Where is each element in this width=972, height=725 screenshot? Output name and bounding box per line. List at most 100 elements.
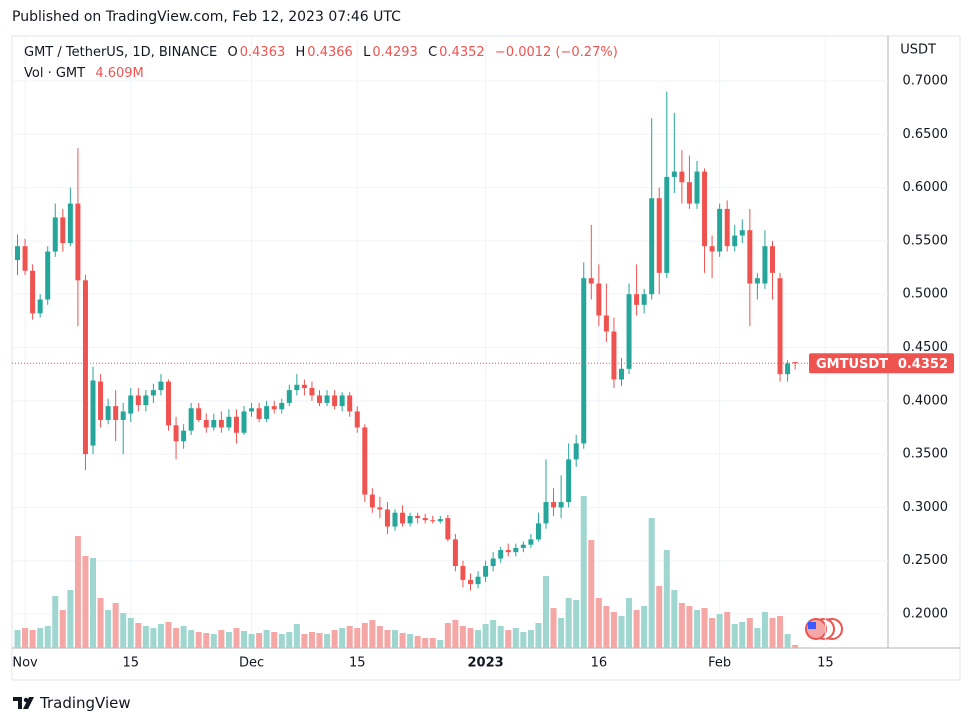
candle-body [45, 251, 51, 300]
volume-bar [656, 586, 663, 648]
volume-bar [520, 632, 527, 648]
candle-body [52, 217, 58, 252]
volume-bar [558, 618, 565, 648]
volume-bar [512, 628, 519, 648]
volume-bar [452, 620, 459, 648]
volume-bar [354, 628, 361, 648]
candle-body [98, 381, 104, 420]
volume-bar [44, 626, 51, 648]
candle-body [362, 427, 368, 495]
y-tick-label: 0.6000 [903, 180, 949, 195]
volume-bar [142, 626, 149, 648]
candle-body [558, 502, 564, 508]
volume-bar [384, 630, 391, 648]
candle-body [301, 384, 307, 388]
volume-bar [407, 634, 414, 648]
y-tick-label: 0.2000 [903, 606, 949, 621]
volume-bar [422, 638, 429, 648]
candle-body [211, 419, 217, 428]
volume-bar [754, 628, 761, 648]
volume-bar [180, 626, 187, 648]
volume-bar [278, 634, 285, 648]
candle-body [603, 315, 609, 332]
candle-body [452, 539, 458, 567]
volume-bar [429, 638, 436, 648]
candle-body [309, 387, 315, 396]
volume-bar [482, 624, 489, 648]
x-tick-label: 2023 [468, 656, 504, 671]
volume-bar [663, 550, 670, 648]
candle-body [475, 576, 481, 585]
volume-bar [256, 633, 263, 648]
volume-bar [693, 610, 700, 648]
volume-bar [739, 622, 746, 648]
volume-bar [112, 603, 119, 648]
candle-body [82, 280, 88, 455]
y-tick-label: 0.5500 [903, 233, 949, 248]
volume-bar [14, 630, 21, 648]
volume-bar [188, 630, 195, 648]
y-tick-label: 0.6500 [903, 127, 949, 142]
symbol: GMT / TetherUS, 1D, BINANCE [24, 45, 218, 60]
candle-body [618, 368, 624, 380]
candle-body [15, 246, 21, 261]
candle-body [105, 406, 111, 420]
volume-bar [324, 634, 331, 648]
candle-body [430, 520, 436, 522]
candle-body [120, 411, 126, 420]
volume-bar [497, 626, 504, 648]
volume-bar [308, 632, 315, 648]
change: −0.0012 (−0.27%) [494, 45, 618, 60]
candle-body [90, 380, 96, 446]
candle-body [377, 507, 383, 510]
candle-body [671, 171, 677, 177]
volume-bar [157, 624, 164, 648]
candle-body [249, 408, 255, 412]
candle-body [709, 246, 715, 252]
volume-bar [792, 644, 799, 648]
x-tick-label: 16 [591, 656, 608, 671]
volume-bar [135, 623, 142, 648]
volume-bar [701, 608, 708, 648]
volume-bar [263, 630, 270, 648]
candle-body [150, 390, 156, 396]
volume-bar [565, 598, 572, 648]
candle-body [128, 395, 134, 414]
x-tick-label: 15 [122, 656, 139, 671]
candle-body [22, 246, 28, 271]
candle-body [279, 402, 285, 410]
candle-body [181, 430, 187, 442]
candle-body [505, 550, 511, 553]
volume-bar [195, 632, 202, 648]
candle-body [573, 443, 579, 460]
candle-body [513, 547, 519, 553]
candle-body [30, 270, 36, 314]
volume-bar [74, 536, 81, 648]
candle-body [769, 246, 775, 273]
candle-body [785, 363, 791, 375]
published-note: Published on TradingView.com, Feb 12, 20… [12, 9, 401, 25]
candle-body [384, 509, 390, 527]
candle-body [347, 395, 353, 412]
candle-body [113, 406, 119, 420]
volume-bar [542, 576, 549, 648]
candle-body [332, 395, 338, 407]
x-tick-label: Dec [239, 656, 264, 671]
candle-body [188, 408, 194, 431]
volume-bar [67, 590, 74, 648]
volume-bar [610, 612, 617, 648]
x-tick-label: 15 [349, 656, 366, 671]
volume-bar [376, 626, 383, 648]
volume-bar [444, 623, 451, 648]
volume-title: Vol · GMT [24, 66, 86, 81]
candle-body [498, 550, 504, 559]
volume-bar [22, 628, 29, 648]
candle-body [400, 512, 406, 524]
low-value: 0.4293 [372, 45, 418, 60]
volume-bar [633, 610, 640, 648]
volume-bar [97, 598, 104, 648]
candle-body [233, 416, 239, 433]
volume-bar [210, 634, 217, 648]
candle-body [551, 502, 557, 508]
